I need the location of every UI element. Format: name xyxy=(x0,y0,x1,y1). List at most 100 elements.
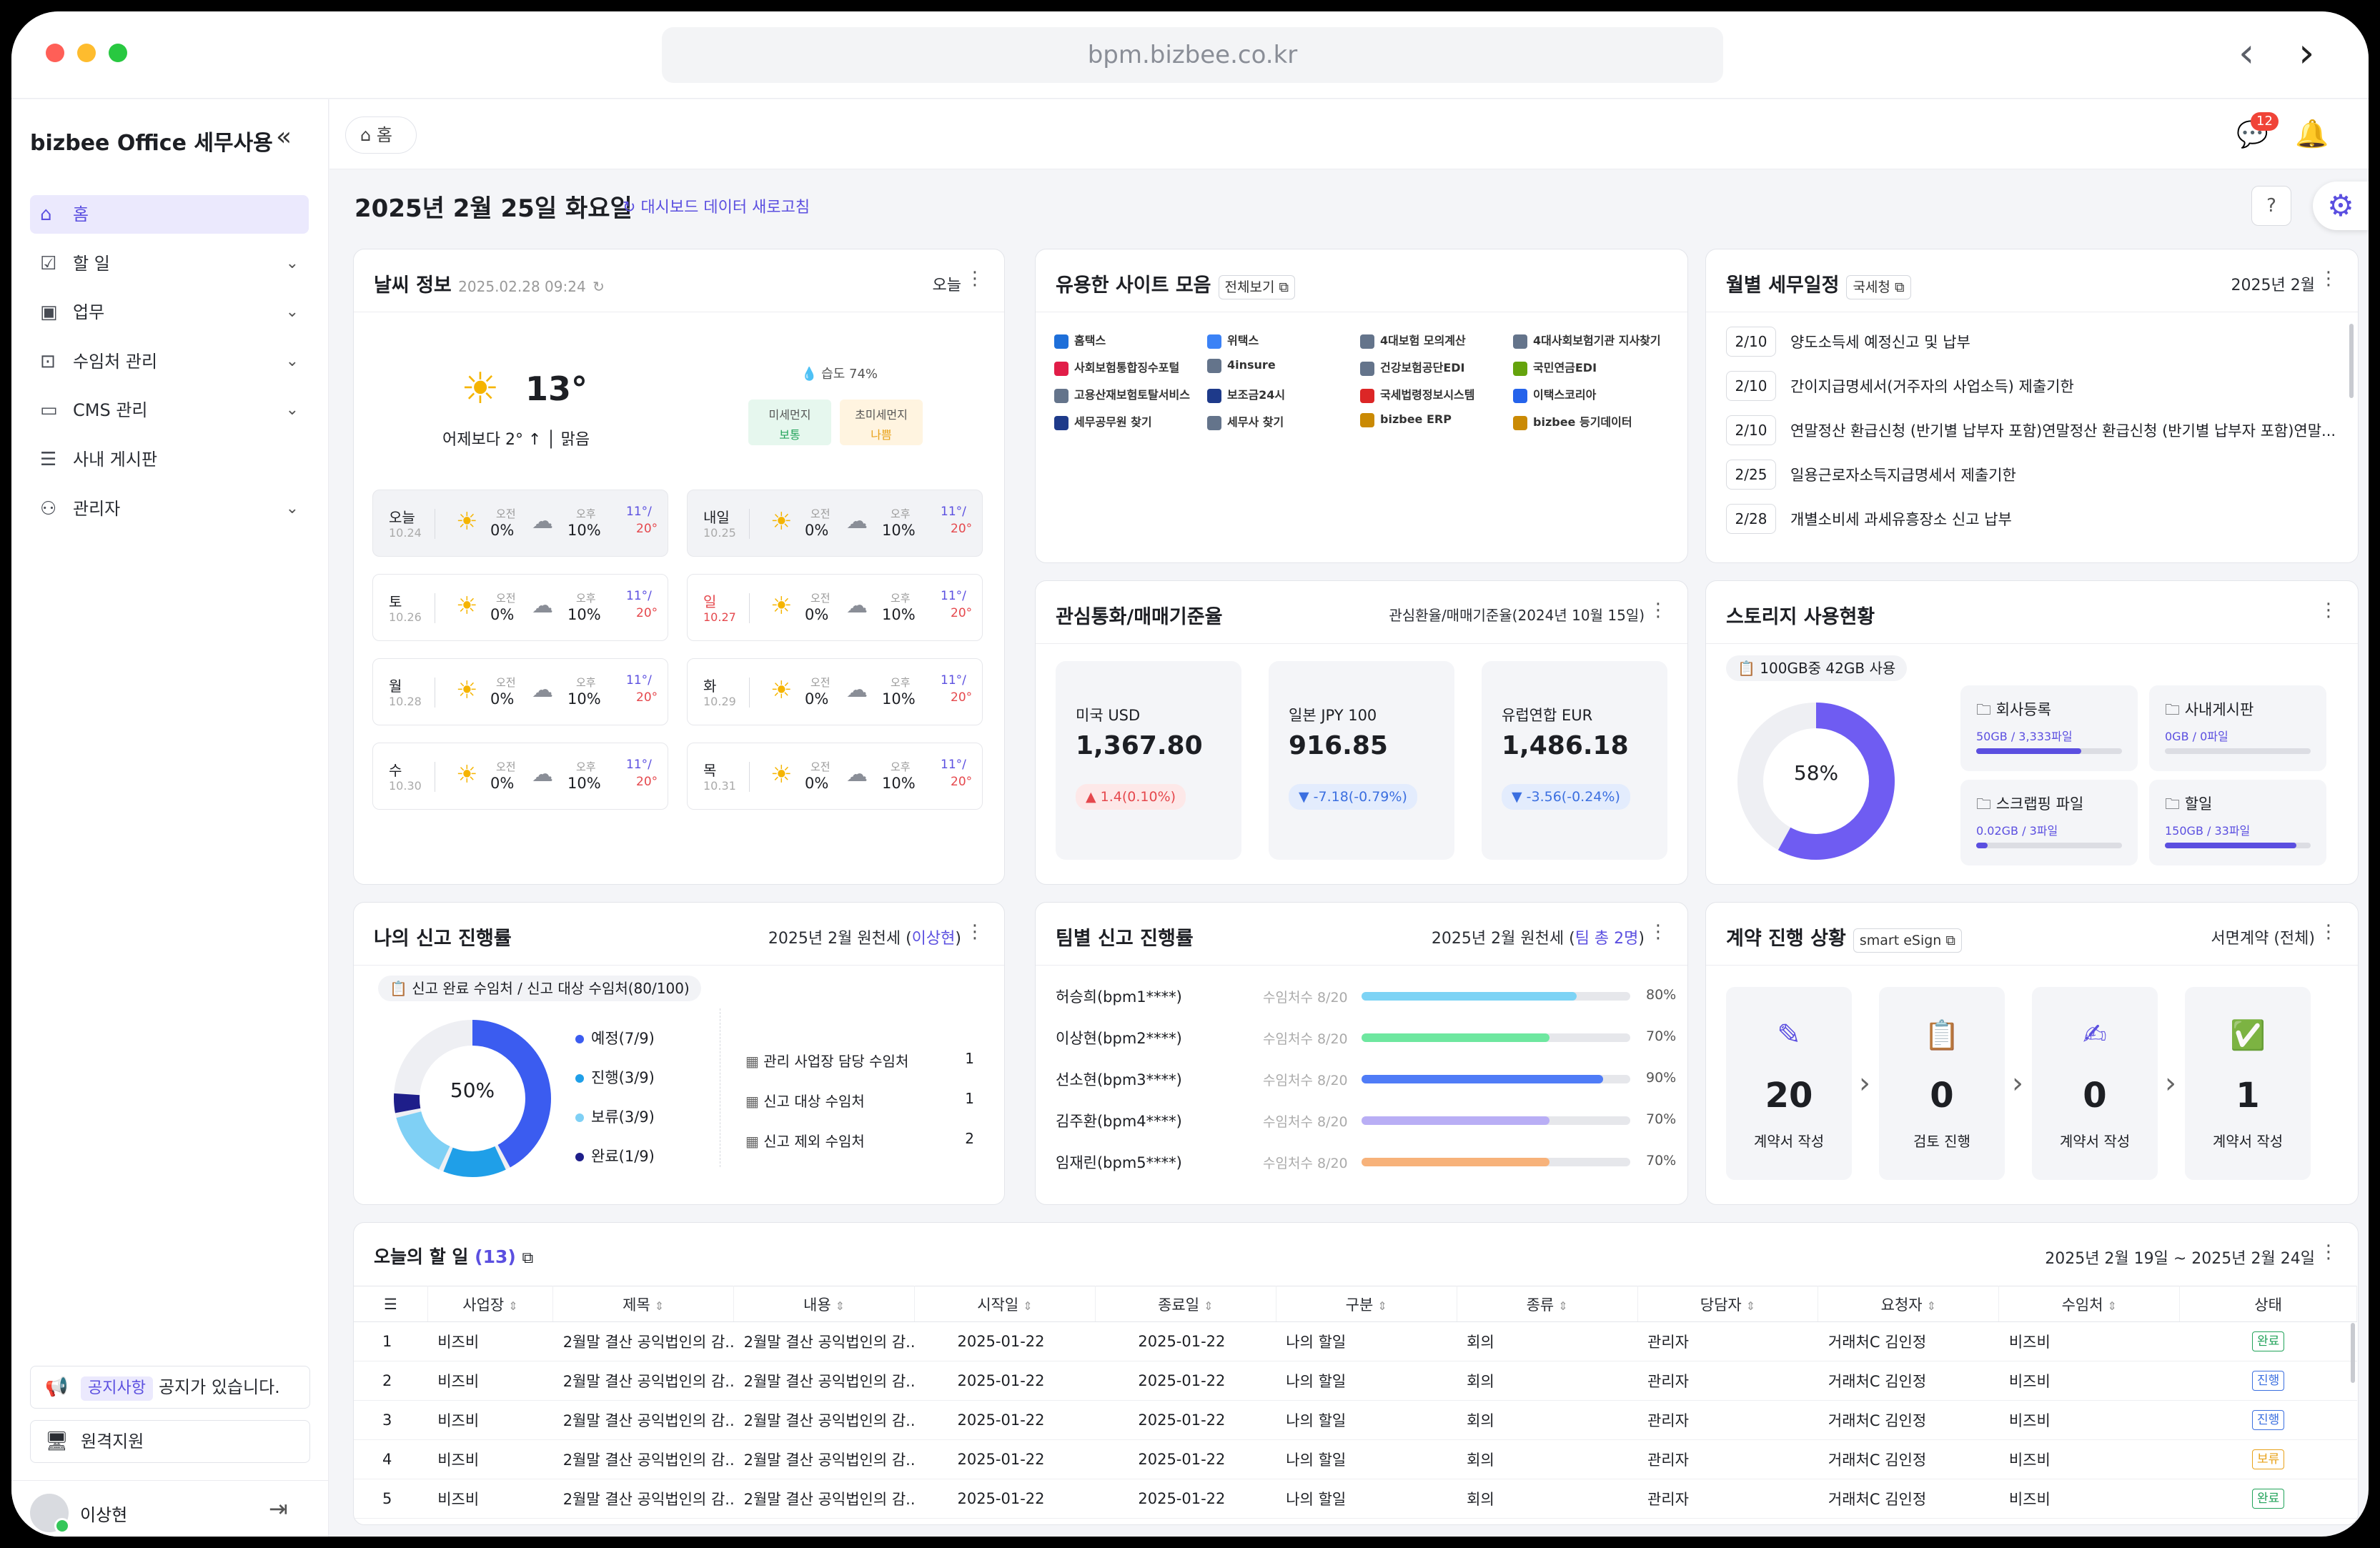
schedule-item[interactable]: 2/28 개별소비세 과세유흥장소 신고 납부 xyxy=(1726,501,2334,537)
table-row[interactable]: 3 비즈비 2월말 결산 공익법인의 감... 2월말 결산 공익법인의 감... 20… xyxy=(354,1400,2357,1440)
team-row[interactable]: 임재린(bpm5****) 수임처수 8/20 70% xyxy=(1056,1147,1676,1176)
back-arrow-icon[interactable]: ‹ xyxy=(2238,30,2255,76)
site-link[interactable]: 세무공무원 찾기 xyxy=(1054,412,1152,430)
table-row[interactable]: 1 비즈비 2월말 결산 공익법인의 감... 2월말 결산 공익법인의 감... 20… xyxy=(354,1321,2357,1361)
currency-tile[interactable]: 일본 JPY 100 916.85 ▼ -7.18(-0.79%) xyxy=(1269,661,1454,860)
site-link[interactable]: 건강보험공단EDI xyxy=(1360,358,1464,376)
view-all-button[interactable]: 전체보기 ⧉ xyxy=(1218,275,1296,299)
more-icon[interactable]: ⋮ xyxy=(966,268,984,289)
weather-period-select[interactable]: 오늘 xyxy=(932,277,961,294)
forward-arrow-icon[interactable]: › xyxy=(2299,30,2315,76)
site-link[interactable]: bizbee ERP xyxy=(1360,412,1452,427)
external-link-icon[interactable]: ⧉ xyxy=(522,1249,534,1267)
site-link[interactable]: 사회보험통합징수포털 xyxy=(1054,358,1179,376)
team-row[interactable]: 김주환(bpm4****) 수임처수 8/20 70% xyxy=(1056,1106,1676,1134)
todo-range[interactable]: 2025년 2월 19일 ~ 2025년 2월 24일 xyxy=(2045,1250,2315,1268)
team-row[interactable]: 허승희(bpm1****) 수임처수 8/20 80% xyxy=(1056,981,1676,1010)
more-icon[interactable]: ⋮ xyxy=(2319,268,2338,289)
sidebar-item-todo[interactable]: ☑ 할 일 ⌄ xyxy=(30,244,309,283)
logout-icon[interactable]: ⇥ xyxy=(269,1495,288,1522)
table-row[interactable]: 5 비즈비 2월말 결산 공익법인의 감... 2월말 결산 공익법인의 감... 20… xyxy=(354,1479,2357,1519)
sidebar-item-work[interactable]: ▣ 업무 ⌄ xyxy=(30,293,309,332)
site-link[interactable]: 4insure xyxy=(1207,358,1276,373)
site-link[interactable]: 국세법령정보시스템 xyxy=(1360,385,1474,403)
sidebar-item-admin[interactable]: ⚇ 관리자 ⌄ xyxy=(30,490,309,528)
column-header[interactable]: 사업장 ⇕ xyxy=(427,1286,554,1322)
address-bar[interactable]: bpm.bizbee.co.kr xyxy=(662,27,1723,83)
close-window-button[interactable] xyxy=(46,44,64,62)
site-link[interactable]: 4대사회보험기관 지사찾기 xyxy=(1513,331,1661,349)
column-header[interactable]: 제목 ⇕ xyxy=(552,1286,735,1322)
more-icon[interactable]: ⋮ xyxy=(1649,600,1667,621)
site-link[interactable]: 위택스 xyxy=(1207,331,1259,349)
storage-item[interactable]: 🗀 스크랩핑 파일 0.02GB / 3파일 xyxy=(1960,780,2138,865)
column-header[interactable]: 시작일 ⇕ xyxy=(914,1286,1096,1322)
report-row[interactable]: ▦ 신고 제외 수임처 2 xyxy=(745,1130,974,1151)
more-icon[interactable]: ⋮ xyxy=(1649,921,1667,943)
contract-step[interactable]: 📋 0 검토 진행 xyxy=(1879,987,2005,1180)
currency-tile[interactable]: 미국 USD 1,367.80 ▲ 1.4(0.10%) xyxy=(1056,661,1241,860)
scrollbar[interactable] xyxy=(2349,324,2354,398)
column-header[interactable]: 상태 xyxy=(2179,1286,2357,1322)
site-link[interactable]: 보조금24시 xyxy=(1207,385,1285,403)
month-select[interactable]: 2025년 2월 xyxy=(2231,277,2315,294)
team-row[interactable]: 선소현(bpm3****) 수임처수 8/20 90% xyxy=(1056,1064,1676,1093)
column-header[interactable]: 당담자 ⇕ xyxy=(1637,1286,1819,1322)
site-link[interactable]: 국민연금EDI xyxy=(1513,358,1597,376)
sidebar-item-cms[interactable]: ▭ CMS 관리 ⌄ xyxy=(30,391,309,430)
more-icon[interactable]: ⋮ xyxy=(2319,921,2338,943)
site-link[interactable]: 이택스코리아 xyxy=(1513,385,1596,403)
maximize-window-button[interactable] xyxy=(109,44,127,62)
column-header[interactable]: 종류 ⇕ xyxy=(1457,1286,1638,1322)
row-menu-icon[interactable]: ☰ xyxy=(354,1286,428,1322)
report-period[interactable]: 2025년 2월 원천세 (이상현) xyxy=(768,930,961,948)
more-icon[interactable]: ⋮ xyxy=(966,921,984,943)
contract-step[interactable]: ✅ 1 계약서 작성 xyxy=(2185,987,2311,1180)
schedule-item[interactable]: 2/25 일용근로자소득지급명세서 제출기한 xyxy=(1726,457,2334,492)
avatar[interactable] xyxy=(30,1494,70,1534)
storage-item[interactable]: 🗀 할일 150GB / 33파일 xyxy=(2149,780,2326,865)
esign-tag[interactable]: smart eSign ⧉ xyxy=(1853,928,1962,953)
storage-item[interactable]: 🗀 회사등록 50GB / 3,333파일 xyxy=(1960,685,2138,771)
more-icon[interactable]: ⋮ xyxy=(2319,1241,2338,1263)
contract-step[interactable]: ✎ 20 계약서 작성 xyxy=(1726,987,1852,1180)
more-icon[interactable]: ⋮ xyxy=(2319,600,2338,621)
site-link[interactable]: 고용산재보험토탈서비스 xyxy=(1054,385,1190,403)
report-row[interactable]: ▦ 관리 사업장 담당 수임처 1 xyxy=(745,1050,974,1071)
column-header[interactable]: 종료일 ⇕ xyxy=(1095,1286,1276,1322)
site-link[interactable]: 홈택스 xyxy=(1054,331,1106,349)
site-link[interactable]: 4대보험 모의계산 xyxy=(1360,331,1466,349)
scrollbar[interactable] xyxy=(2351,1323,2355,1383)
site-link[interactable]: 세무사 찾기 xyxy=(1207,412,1284,430)
sidebar-item-board[interactable]: ☰ 사내 게시판 xyxy=(30,440,309,479)
nts-tag[interactable]: 국세청 ⧉ xyxy=(1846,275,1911,299)
team-period[interactable]: 2025년 2월 원천세 (팀 총 2명) xyxy=(1431,930,1645,948)
schedule-item[interactable]: 2/10 양도소득세 예정신고 및 납부 xyxy=(1726,324,2334,359)
storage-item[interactable]: 🗀 사내게시판 0GB / 0파일 xyxy=(2149,685,2326,771)
team-row[interactable]: 이상현(bpm2****) 수임처수 8/20 70% xyxy=(1056,1023,1676,1051)
schedule-item[interactable]: 2/10 연말정산 환급신청 (반기별 납부자 포함)연말정산 환급신청 (반기별… xyxy=(1726,412,2336,448)
bell-icon[interactable]: 🔔 xyxy=(2295,118,2329,149)
help-button[interactable]: ? xyxy=(2251,186,2291,226)
breadcrumb[interactable]: ⌂ 홈 xyxy=(345,116,417,154)
notice-banner[interactable]: 📢 공지사항 공지가 있습니다. xyxy=(30,1366,310,1409)
column-header[interactable]: 수임처 ⇕ xyxy=(1998,1286,2181,1322)
refresh-icon[interactable]: ↻ xyxy=(592,278,605,295)
contract-filter[interactable]: 서면계약 (전체) xyxy=(2211,930,2315,948)
report-row[interactable]: ▦ 신고 대상 수임처 1 xyxy=(745,1090,974,1111)
settings-button[interactable]: ⚙ xyxy=(2313,182,2369,230)
minimize-window-button[interactable] xyxy=(77,44,96,62)
sidebar-item-home[interactable]: ⌂ 홈 xyxy=(30,195,309,234)
site-link[interactable]: bizbee 등기데이터 xyxy=(1513,412,1632,430)
column-header[interactable]: 요청자 ⇕ xyxy=(1818,1286,2000,1322)
collapse-sidebar-icon[interactable]: « xyxy=(276,122,292,152)
remote-support-button[interactable]: 🖥 원격지원 xyxy=(30,1420,310,1463)
refresh-dashboard-link[interactable]: ↻ 대시보드 데이터 새로고침 xyxy=(623,194,810,217)
currency-tile[interactable]: 유럽연합 EUR 1,486.18 ▼ -3.56(-0.24%) xyxy=(1482,661,1667,860)
sidebar-item-clients[interactable]: ⊡ 수임처 관리 ⌄ xyxy=(30,342,309,381)
column-header[interactable]: 구분 ⇕ xyxy=(1276,1286,1457,1322)
contract-step[interactable]: ✍ 0 계약서 작성 xyxy=(2032,987,2158,1180)
schedule-item[interactable]: 2/10 간이지급명세서(거주자의 사업소득) 제출기한 xyxy=(1726,368,2334,404)
column-header[interactable]: 내용 ⇕ xyxy=(733,1286,915,1322)
table-row[interactable]: 4 비즈비 2월말 결산 공익법인의 감... 2월말 결산 공익법인의 감... 20… xyxy=(354,1439,2357,1479)
